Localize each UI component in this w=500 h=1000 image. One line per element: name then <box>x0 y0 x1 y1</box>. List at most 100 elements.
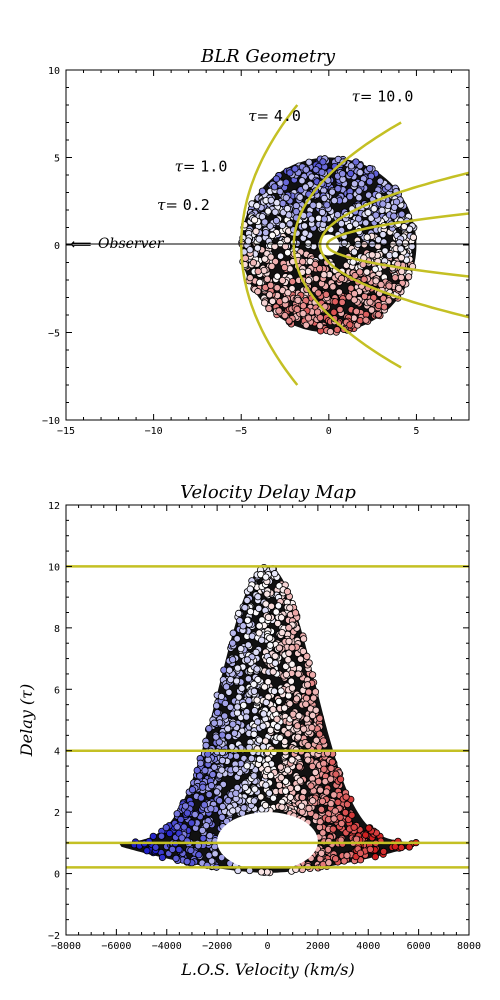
vdm-point <box>205 725 213 733</box>
vdm-point <box>356 849 365 857</box>
vdm-point <box>183 857 191 866</box>
cloud-point <box>391 274 399 282</box>
y-tick-label: 0 <box>54 241 60 252</box>
vdm-point <box>305 659 313 667</box>
vdm-point <box>211 850 219 858</box>
cloud-point <box>390 203 399 211</box>
vdm-point <box>275 644 284 652</box>
vdm-point <box>277 763 285 771</box>
vdm-point <box>218 756 226 765</box>
vdm-point <box>303 652 311 660</box>
vdm-point <box>284 730 292 738</box>
cloud-point <box>254 267 262 275</box>
vdm-point <box>199 834 207 842</box>
cloud-point <box>260 266 268 275</box>
vdm-point <box>188 786 197 794</box>
vdm-point <box>228 743 236 751</box>
vdm-point <box>180 823 188 831</box>
y-tick-label: 10 <box>48 66 60 77</box>
y-tick-label: 8 <box>54 624 60 635</box>
vdm-point <box>229 720 237 728</box>
cloud-point <box>322 290 330 299</box>
vdm-point <box>283 588 292 596</box>
vdm-point <box>201 766 209 775</box>
vdm-point <box>288 756 296 764</box>
cloud-point <box>244 237 252 245</box>
vdm-point <box>233 783 241 792</box>
vdm-point <box>152 843 160 851</box>
vdm-point <box>158 853 167 862</box>
cloud-point <box>301 229 309 237</box>
cloud-point <box>261 218 269 226</box>
cloud-point <box>268 262 276 270</box>
vdm-point <box>149 832 157 840</box>
cloud-point <box>272 217 281 225</box>
vdm-point <box>318 797 327 805</box>
vdm-point <box>233 635 241 643</box>
vdm-point <box>282 787 290 795</box>
cloud-point <box>264 207 272 215</box>
cloud-point <box>309 201 317 209</box>
vdm-point <box>247 754 256 763</box>
vdm-point <box>288 684 296 692</box>
vdm-point <box>350 823 358 831</box>
vdm-point <box>324 846 332 854</box>
y-tick-label: 5 <box>54 154 60 165</box>
vdm-point <box>264 766 272 774</box>
curve-label: τ= 4.0 <box>248 107 301 125</box>
vdm-point <box>267 602 276 610</box>
cloud-point <box>350 290 359 298</box>
vdm-point <box>230 729 239 737</box>
x-tick-label: 0 <box>326 426 332 437</box>
cloud-point <box>352 220 360 228</box>
cloud-point <box>397 245 405 253</box>
vdm-point <box>202 822 210 830</box>
vdm-point <box>316 786 324 794</box>
cloud-point <box>329 283 337 291</box>
x-tick-label: 4000 <box>356 941 380 952</box>
cloud-point <box>379 230 387 239</box>
vdm-point <box>253 696 261 704</box>
vdm-point <box>303 715 311 723</box>
vdm-point <box>234 664 242 672</box>
cloud-point <box>292 208 300 216</box>
vdm-point <box>331 855 340 863</box>
x-tick-label: 6000 <box>407 941 431 952</box>
vdm-point <box>205 790 213 799</box>
vdm-point <box>250 772 258 780</box>
vdm-point <box>191 810 199 819</box>
vdm-point <box>272 608 280 616</box>
vdm-point <box>341 808 350 817</box>
vdm-point <box>295 763 303 771</box>
cloud-point <box>366 298 374 306</box>
axis-ticks: −8000 −6000 −4000 −2000 0 2000 4000 6000 8000 −2 0… <box>48 501 481 952</box>
vdm-point <box>242 713 251 721</box>
vdm-point <box>237 645 245 653</box>
vdm-point <box>240 804 248 812</box>
vdm-point <box>208 857 216 865</box>
cloud-point <box>360 275 368 283</box>
vdm-point <box>255 736 264 744</box>
vdm-point <box>226 703 234 711</box>
vdm-point <box>282 670 290 679</box>
vdm-point <box>239 622 247 630</box>
vdm-point <box>254 718 262 726</box>
vdm-point <box>311 688 320 696</box>
vdm-point <box>274 723 282 731</box>
vdm-point <box>270 687 278 695</box>
vdm-hole <box>217 812 318 869</box>
cloud-point <box>365 191 373 199</box>
cloud-point <box>278 276 287 285</box>
vdm-point <box>232 789 240 797</box>
iso-delay-curve <box>318 171 469 319</box>
vdm-point <box>265 657 274 665</box>
cloud-point <box>320 215 328 223</box>
vdm-point <box>294 670 302 678</box>
curve-label: τ= 10.0 <box>352 88 414 106</box>
cloud-point <box>364 208 372 217</box>
velocity-delay-map-chart: Velocity Delay Map −8000 −6000 −4000 −2000 0… <box>17 482 481 979</box>
vdm-point <box>311 768 319 777</box>
vdm-point <box>232 765 240 773</box>
x-tick-label: −2000 <box>202 941 232 952</box>
chart-title: BLR Geometry <box>200 46 336 67</box>
